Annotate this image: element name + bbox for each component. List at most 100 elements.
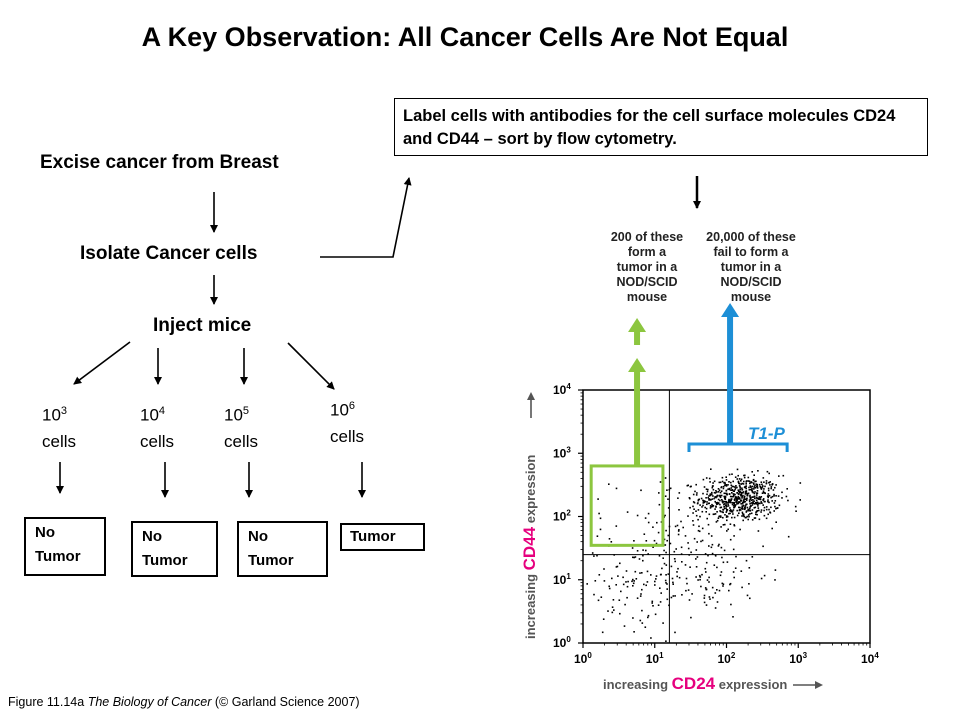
scatter-point [760, 496, 763, 498]
scatter-point [633, 631, 635, 633]
scatter-point [720, 494, 723, 497]
scatter-point [713, 497, 715, 500]
scatter-point [714, 592, 717, 594]
scatter-point [787, 499, 789, 502]
scatter-point [738, 497, 741, 499]
scatter-point [619, 562, 621, 565]
scatter-point [751, 509, 754, 511]
scatter-point [755, 513, 757, 516]
x-axis-label-marker: CD24 [672, 674, 716, 693]
scatter-point [760, 501, 762, 503]
scatter-point [689, 506, 691, 509]
scatter-point [650, 637, 652, 639]
green-arrowhead-lower [628, 358, 647, 372]
scatter-point [716, 519, 719, 522]
scatter-point [698, 525, 700, 528]
scatter-point [741, 511, 744, 514]
scatter-point [769, 511, 771, 513]
scatter-point [774, 505, 776, 508]
scatter-point [695, 549, 698, 551]
scatter-point [596, 554, 598, 557]
scatter-point [654, 580, 656, 583]
scatter-point [616, 565, 619, 568]
scatter-point [665, 582, 667, 584]
scatter-point [663, 562, 666, 565]
scatter-point [710, 506, 712, 508]
scatter-point [764, 485, 766, 488]
scatter-point [717, 545, 720, 547]
scatter-point [767, 499, 769, 501]
scatter-point [741, 507, 744, 510]
scatter-point [719, 495, 721, 498]
scatter-point [716, 501, 719, 504]
scatter-point [719, 496, 722, 499]
scatter-point [753, 517, 756, 519]
scatter-point [640, 593, 642, 595]
outcome-box-1e6: Tumor [340, 523, 425, 551]
scatter-point [636, 597, 639, 599]
scatter-point [701, 573, 703, 576]
scatter-point [799, 499, 801, 501]
scatter-point [735, 500, 738, 502]
label-note-text: Label cells with antibodies for the cell… [403, 107, 896, 148]
scatter-point [722, 509, 725, 511]
scatter-point [775, 521, 777, 523]
scatter-point [756, 490, 759, 492]
caption-prefix: Figure 11.14a [8, 695, 85, 709]
scatter-point [702, 502, 705, 504]
scatter-point [715, 505, 717, 508]
scatter-point [666, 539, 668, 542]
scatter-point [751, 481, 753, 484]
x-axis-label-suffix: expression [715, 677, 787, 692]
scatter-point [634, 570, 637, 573]
x-tick-exp: 2 [731, 651, 736, 660]
scatter-point [727, 500, 730, 502]
scatter-point [733, 524, 736, 527]
outcome-line: Tumor [350, 528, 396, 545]
scatter-point [626, 511, 629, 513]
scatter-point [665, 564, 668, 566]
scatter-point [685, 589, 687, 592]
scatter-point [641, 609, 643, 612]
scatter-point [724, 514, 726, 516]
scatter-point [737, 498, 740, 500]
x-tick-label: 103 [789, 651, 807, 666]
scatter-point [695, 566, 698, 568]
scatter-point [751, 489, 753, 492]
scatter-point [711, 486, 714, 489]
scatter-point [741, 492, 743, 494]
scatter-point [719, 506, 722, 509]
y-axis-label-marker: CD44 [520, 526, 539, 570]
scatter-point [716, 503, 718, 505]
scatter-point [752, 502, 754, 504]
scatter-point [666, 598, 669, 601]
scatter-point [703, 500, 705, 502]
scatter-point [768, 508, 770, 511]
scatter-point [647, 553, 649, 555]
scatter-point [732, 502, 735, 504]
scatter-point [741, 482, 744, 485]
scatter-point [782, 474, 785, 477]
scatter-point [722, 485, 725, 488]
scatter-point [778, 475, 780, 477]
scatter-point [698, 530, 701, 533]
scatter-point [719, 481, 722, 484]
scatter-point [738, 506, 740, 509]
scatter-point [687, 542, 689, 544]
scatter-point [736, 509, 738, 512]
scatter-point [751, 504, 754, 506]
scatter-point [714, 555, 717, 557]
label-note-box: Label cells with antibodies for the cell… [394, 98, 928, 156]
scatter-point [700, 540, 702, 543]
scatter-point [736, 486, 738, 489]
scatter-point [717, 494, 719, 497]
scatter-point [746, 506, 749, 509]
scatter-point [762, 477, 765, 479]
scatter-point [712, 495, 714, 497]
scatter-point [747, 518, 749, 521]
scatter-point [771, 495, 774, 498]
outcome-line: Tumor [248, 552, 294, 569]
scatter-point [747, 492, 750, 495]
scatter-point [708, 596, 711, 598]
scatter-point [703, 486, 706, 488]
